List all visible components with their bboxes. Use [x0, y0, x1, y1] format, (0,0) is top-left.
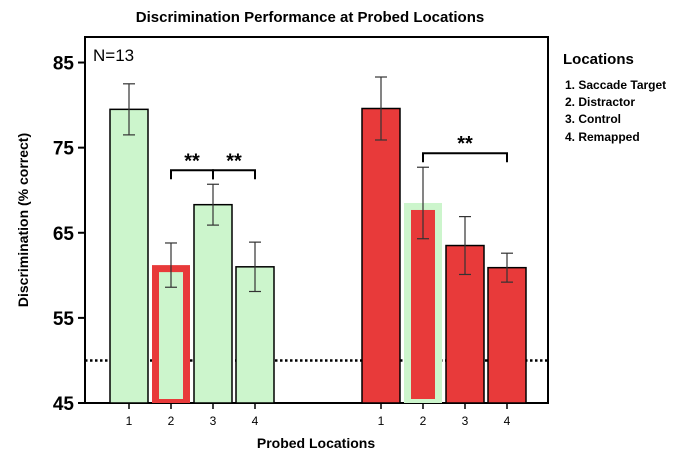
bar: [159, 272, 183, 399]
significance-bracket: [422, 152, 508, 163]
x-axis-label: Probed Locations: [257, 435, 375, 451]
y-tick-label: 65: [53, 224, 75, 245]
legend-item-saccade-target: 1. Saccade Target: [565, 78, 666, 92]
significance-label: **: [226, 150, 242, 172]
y-tick-label: 85: [53, 54, 75, 75]
bar: [361, 107, 401, 404]
x-tick-label: 4: [504, 414, 511, 428]
significance-label: **: [184, 150, 200, 172]
x-tick-label: 2: [168, 414, 175, 428]
legend: Locations 1. Saccade Target 2. Distracto…: [563, 51, 666, 144]
significance-label: **: [457, 133, 473, 155]
bar: [193, 203, 233, 404]
bar: [411, 209, 435, 399]
x-tick-label: 3: [210, 414, 217, 428]
y-tick-label: 45: [53, 394, 75, 415]
x-tick-label: 4: [252, 414, 259, 428]
x-tick-label: 1: [126, 414, 133, 428]
legend-item-control: 3. Control: [565, 112, 621, 126]
plot-frame: [84, 36, 549, 404]
y-axis-ticks: 45 55 65 75 85: [53, 54, 85, 415]
y-tick-label: 75: [53, 139, 75, 160]
n-annotation: N=13: [93, 46, 134, 65]
x-tick-label: 2: [420, 414, 427, 428]
bar: [487, 266, 527, 404]
bar: [109, 108, 149, 404]
bars: [109, 76, 527, 404]
legend-item-remapped: 4. Remapped: [565, 130, 640, 144]
chart-title: Discrimination Performance at Probed Loc…: [136, 9, 484, 26]
y-axis-label: Discrimination (% correct): [15, 133, 31, 307]
legend-title: Locations: [563, 51, 634, 68]
x-axis-ticks: 1 2 3 4 1 2 3 4: [126, 403, 511, 428]
significance-brackets: ** ** **: [170, 133, 508, 180]
x-tick-label: 3: [462, 414, 469, 428]
y-tick-label: 55: [53, 309, 75, 330]
significance-bracket: [212, 169, 256, 180]
legend-item-distractor: 2. Distractor: [565, 95, 635, 109]
x-tick-label: 1: [378, 414, 385, 428]
